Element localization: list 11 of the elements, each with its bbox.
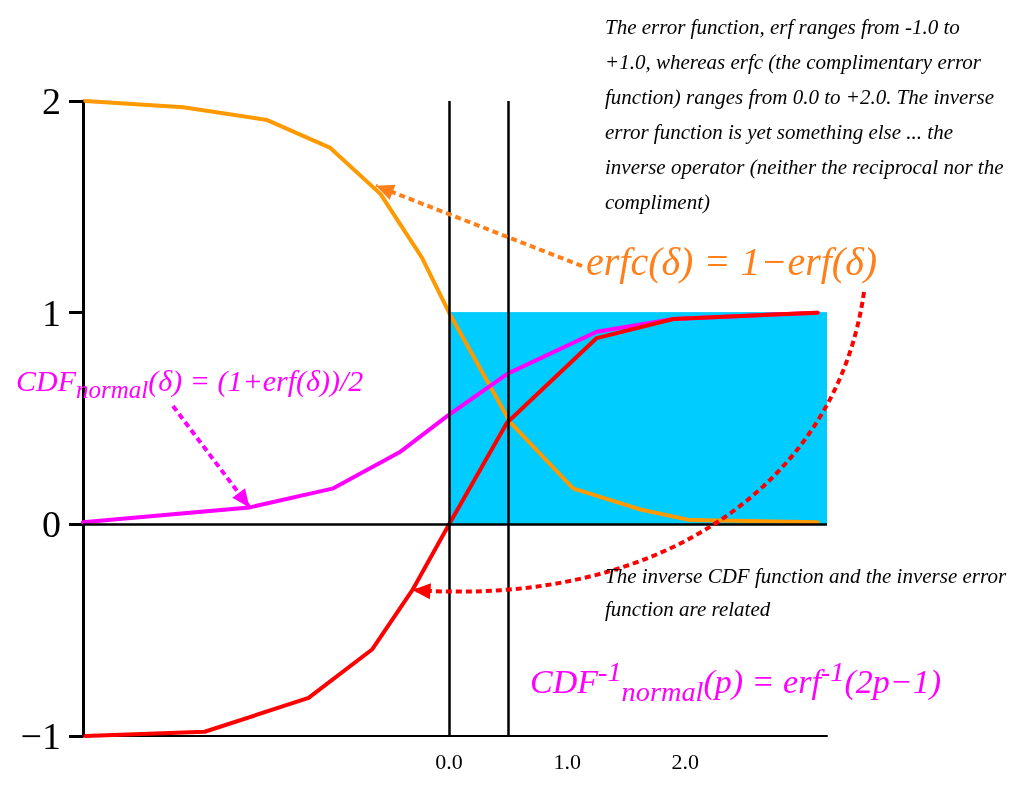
y-tick-label: 1 xyxy=(42,291,61,334)
x-tick-label: 0.0 xyxy=(435,748,463,774)
annotation: The inverse CDF function and the inverse error function are related xyxy=(605,563,1008,623)
annotation: The error function, erf ranges from -1.0 to +1.0, whereas erfc (the complimentary error function) ranges from 0.0 to +2.0. The inverse error function is yet something else ... the inverse operator (neither the reciprocal nor the compliment) xyxy=(605,14,1005,216)
annotation: CDF$^{-1}$$_{normal}$(p) = erf$^{-1}$(2p−1) xyxy=(530,656,942,709)
y-tick-label: 2 xyxy=(42,80,61,122)
annotation: erfc(δ) = 1−erf(δ) xyxy=(586,238,878,285)
y-tick-label: 0 xyxy=(42,503,61,546)
x-tick-label: 1.0 xyxy=(553,748,581,774)
x-tick-label: 2.0 xyxy=(671,748,700,774)
y-tick-label: −1 xyxy=(20,715,61,757)
